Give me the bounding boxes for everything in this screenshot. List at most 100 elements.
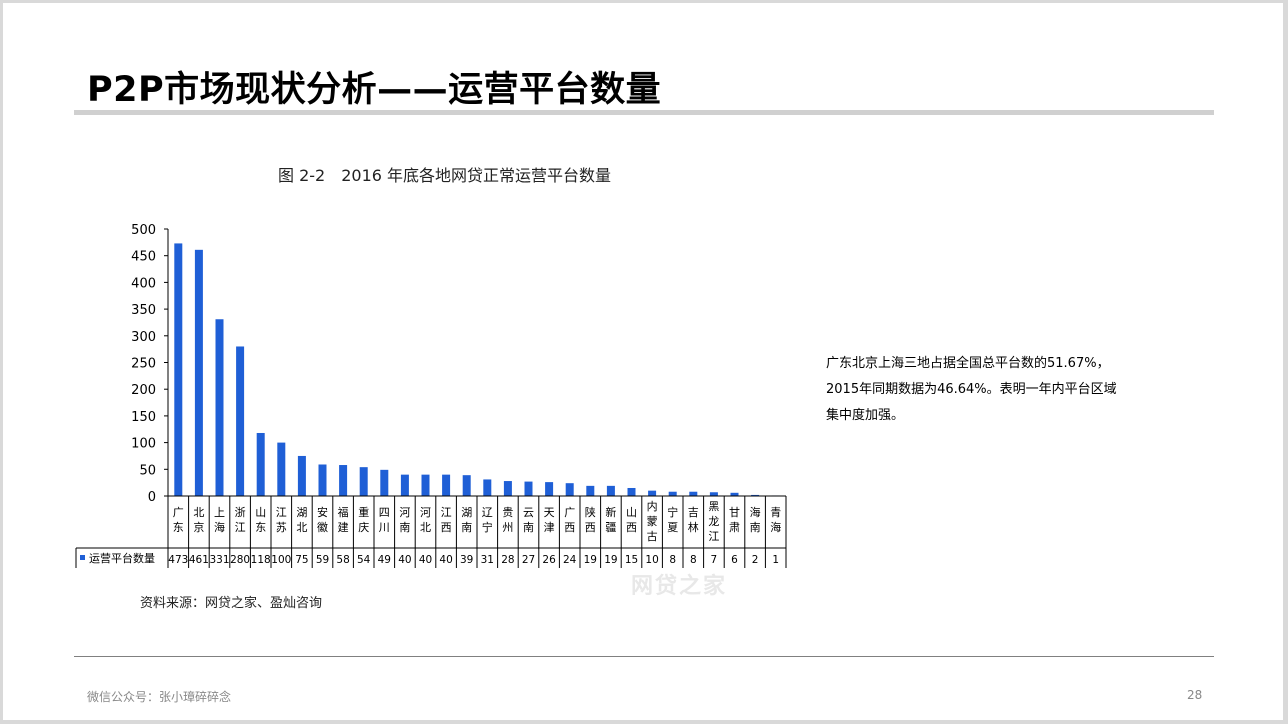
bar-18 <box>524 481 533 496</box>
x-category-label: 上海 <box>214 506 225 534</box>
x-category-label: 辽宁 <box>482 506 493 534</box>
y-tick-label: 50 <box>139 463 156 478</box>
bar-4 <box>236 346 245 496</box>
data-label: 461 <box>189 554 209 566</box>
data-label: 8 <box>690 554 697 566</box>
x-category-label: 江苏 <box>276 506 287 534</box>
bar-12 <box>400 474 409 496</box>
data-label: 58 <box>336 554 349 566</box>
watermark-text: 网贷之家 <box>631 574 728 599</box>
bar-28 <box>730 492 739 496</box>
y-tick-label: 0 <box>148 490 156 505</box>
bar-26 <box>689 491 698 496</box>
bar-11 <box>380 469 389 496</box>
x-category-label: 福建 <box>338 505 349 534</box>
data-label: 54 <box>357 554 371 566</box>
data-label: 31 <box>481 554 494 566</box>
watermark: 网贷之家 <box>631 568 781 608</box>
description-text: 广东北京上海三地占据全国总平台数的51.67%， 2015年同期数据为46.64… <box>826 351 1166 429</box>
data-label: 49 <box>378 554 391 566</box>
data-label: 19 <box>604 554 617 566</box>
chart-title: 图 2-2 2016 年底各地网贷正常运营平台数量 <box>278 166 612 185</box>
data-label: 39 <box>460 554 473 566</box>
x-category-label: 宁夏 <box>667 505 678 534</box>
x-category-label: 广东 <box>173 506 184 534</box>
bar-10 <box>359 467 368 496</box>
y-tick-label: 100 <box>131 437 156 452</box>
x-category-label: 浙江 <box>235 506 246 534</box>
footer-wechat: 微信公众号：张小璋碎碎念 <box>87 690 232 704</box>
bar-2 <box>194 249 203 496</box>
data-label: 7 <box>711 554 718 566</box>
y-tick-label: 500 <box>131 223 156 238</box>
x-category-label: 贵州 <box>502 506 513 534</box>
data-label: 27 <box>522 554 535 566</box>
data-label: 40 <box>439 554 452 566</box>
data-label: 59 <box>316 554 329 566</box>
x-category-label: 北京 <box>193 506 204 534</box>
x-category-label: 吉林 <box>688 506 699 534</box>
y-tick-label: 350 <box>131 303 156 318</box>
data-label: 473 <box>168 554 188 566</box>
bar-6 <box>277 442 286 496</box>
bar-23 <box>627 487 636 496</box>
bar-22 <box>606 485 615 496</box>
data-label: 8 <box>669 554 676 566</box>
bar-27 <box>709 492 718 496</box>
x-category-label: 广西 <box>564 506 575 534</box>
bar-14 <box>442 474 451 496</box>
chart-source: 资料来源：网贷之家、盈灿咨询 <box>140 596 323 611</box>
x-category-label: 陕西 <box>585 505 596 534</box>
bar-16 <box>483 479 492 496</box>
data-label: 40 <box>398 554 411 566</box>
y-tick-label: 200 <box>131 383 156 398</box>
x-category-label: 海南 <box>750 505 761 534</box>
x-category-label: 河南 <box>399 506 410 534</box>
bar-25 <box>668 491 677 496</box>
y-tick-label: 450 <box>131 250 156 265</box>
slide-title: P2P市场现状分析——运营平台数量 <box>87 70 662 110</box>
x-category-label: 河北 <box>420 506 431 534</box>
bar-7 <box>297 455 306 496</box>
data-label: 1 <box>772 554 779 566</box>
x-category-label: 内蒙古 <box>647 499 658 543</box>
bar-3 <box>215 319 224 496</box>
bar-24 <box>648 490 657 496</box>
x-category-label: 天津 <box>544 506 555 534</box>
title-divider <box>74 110 1214 115</box>
bar-20 <box>565 483 574 496</box>
x-category-label: 四川 <box>379 506 390 534</box>
data-label: 15 <box>625 554 638 566</box>
footer-divider <box>74 656 1214 657</box>
y-tick-label: 150 <box>131 410 156 425</box>
x-category-label: 青海 <box>770 506 781 534</box>
y-tick-label: 250 <box>131 357 156 372</box>
data-label: 19 <box>584 554 597 566</box>
bar-15 <box>462 475 471 496</box>
data-label: 75 <box>295 554 308 566</box>
bar-29 <box>751 494 760 496</box>
legend-swatch <box>80 555 85 560</box>
description-line-1: 广东北京上海三地占据全国总平台数的51.67%， <box>826 356 1110 371</box>
bar-17 <box>503 481 512 496</box>
x-category-label: 江西 <box>441 506 452 534</box>
data-label: 2 <box>752 554 759 566</box>
page-number: 28 <box>1187 688 1203 702</box>
data-label: 10 <box>645 554 658 566</box>
bar-13 <box>421 474 430 496</box>
y-tick-label: 400 <box>131 276 156 291</box>
bar-19 <box>545 482 554 496</box>
bar-5 <box>256 432 265 496</box>
bar-8 <box>318 464 327 496</box>
x-category-label: 甘肃 <box>729 506 740 534</box>
data-label: 100 <box>271 554 291 566</box>
legend-label: 运营平台数量 <box>89 551 155 565</box>
data-label: 24 <box>563 554 577 566</box>
y-tick-label: 300 <box>131 330 156 345</box>
x-category-label: 重庆 <box>358 505 369 534</box>
data-label: 28 <box>501 554 514 566</box>
x-category-label: 安徽 <box>317 505 328 534</box>
x-category-label: 山东 <box>255 506 266 534</box>
description-line-2: 2015年同期数据为46.64%。表明一年内平台区域 <box>826 382 1117 397</box>
